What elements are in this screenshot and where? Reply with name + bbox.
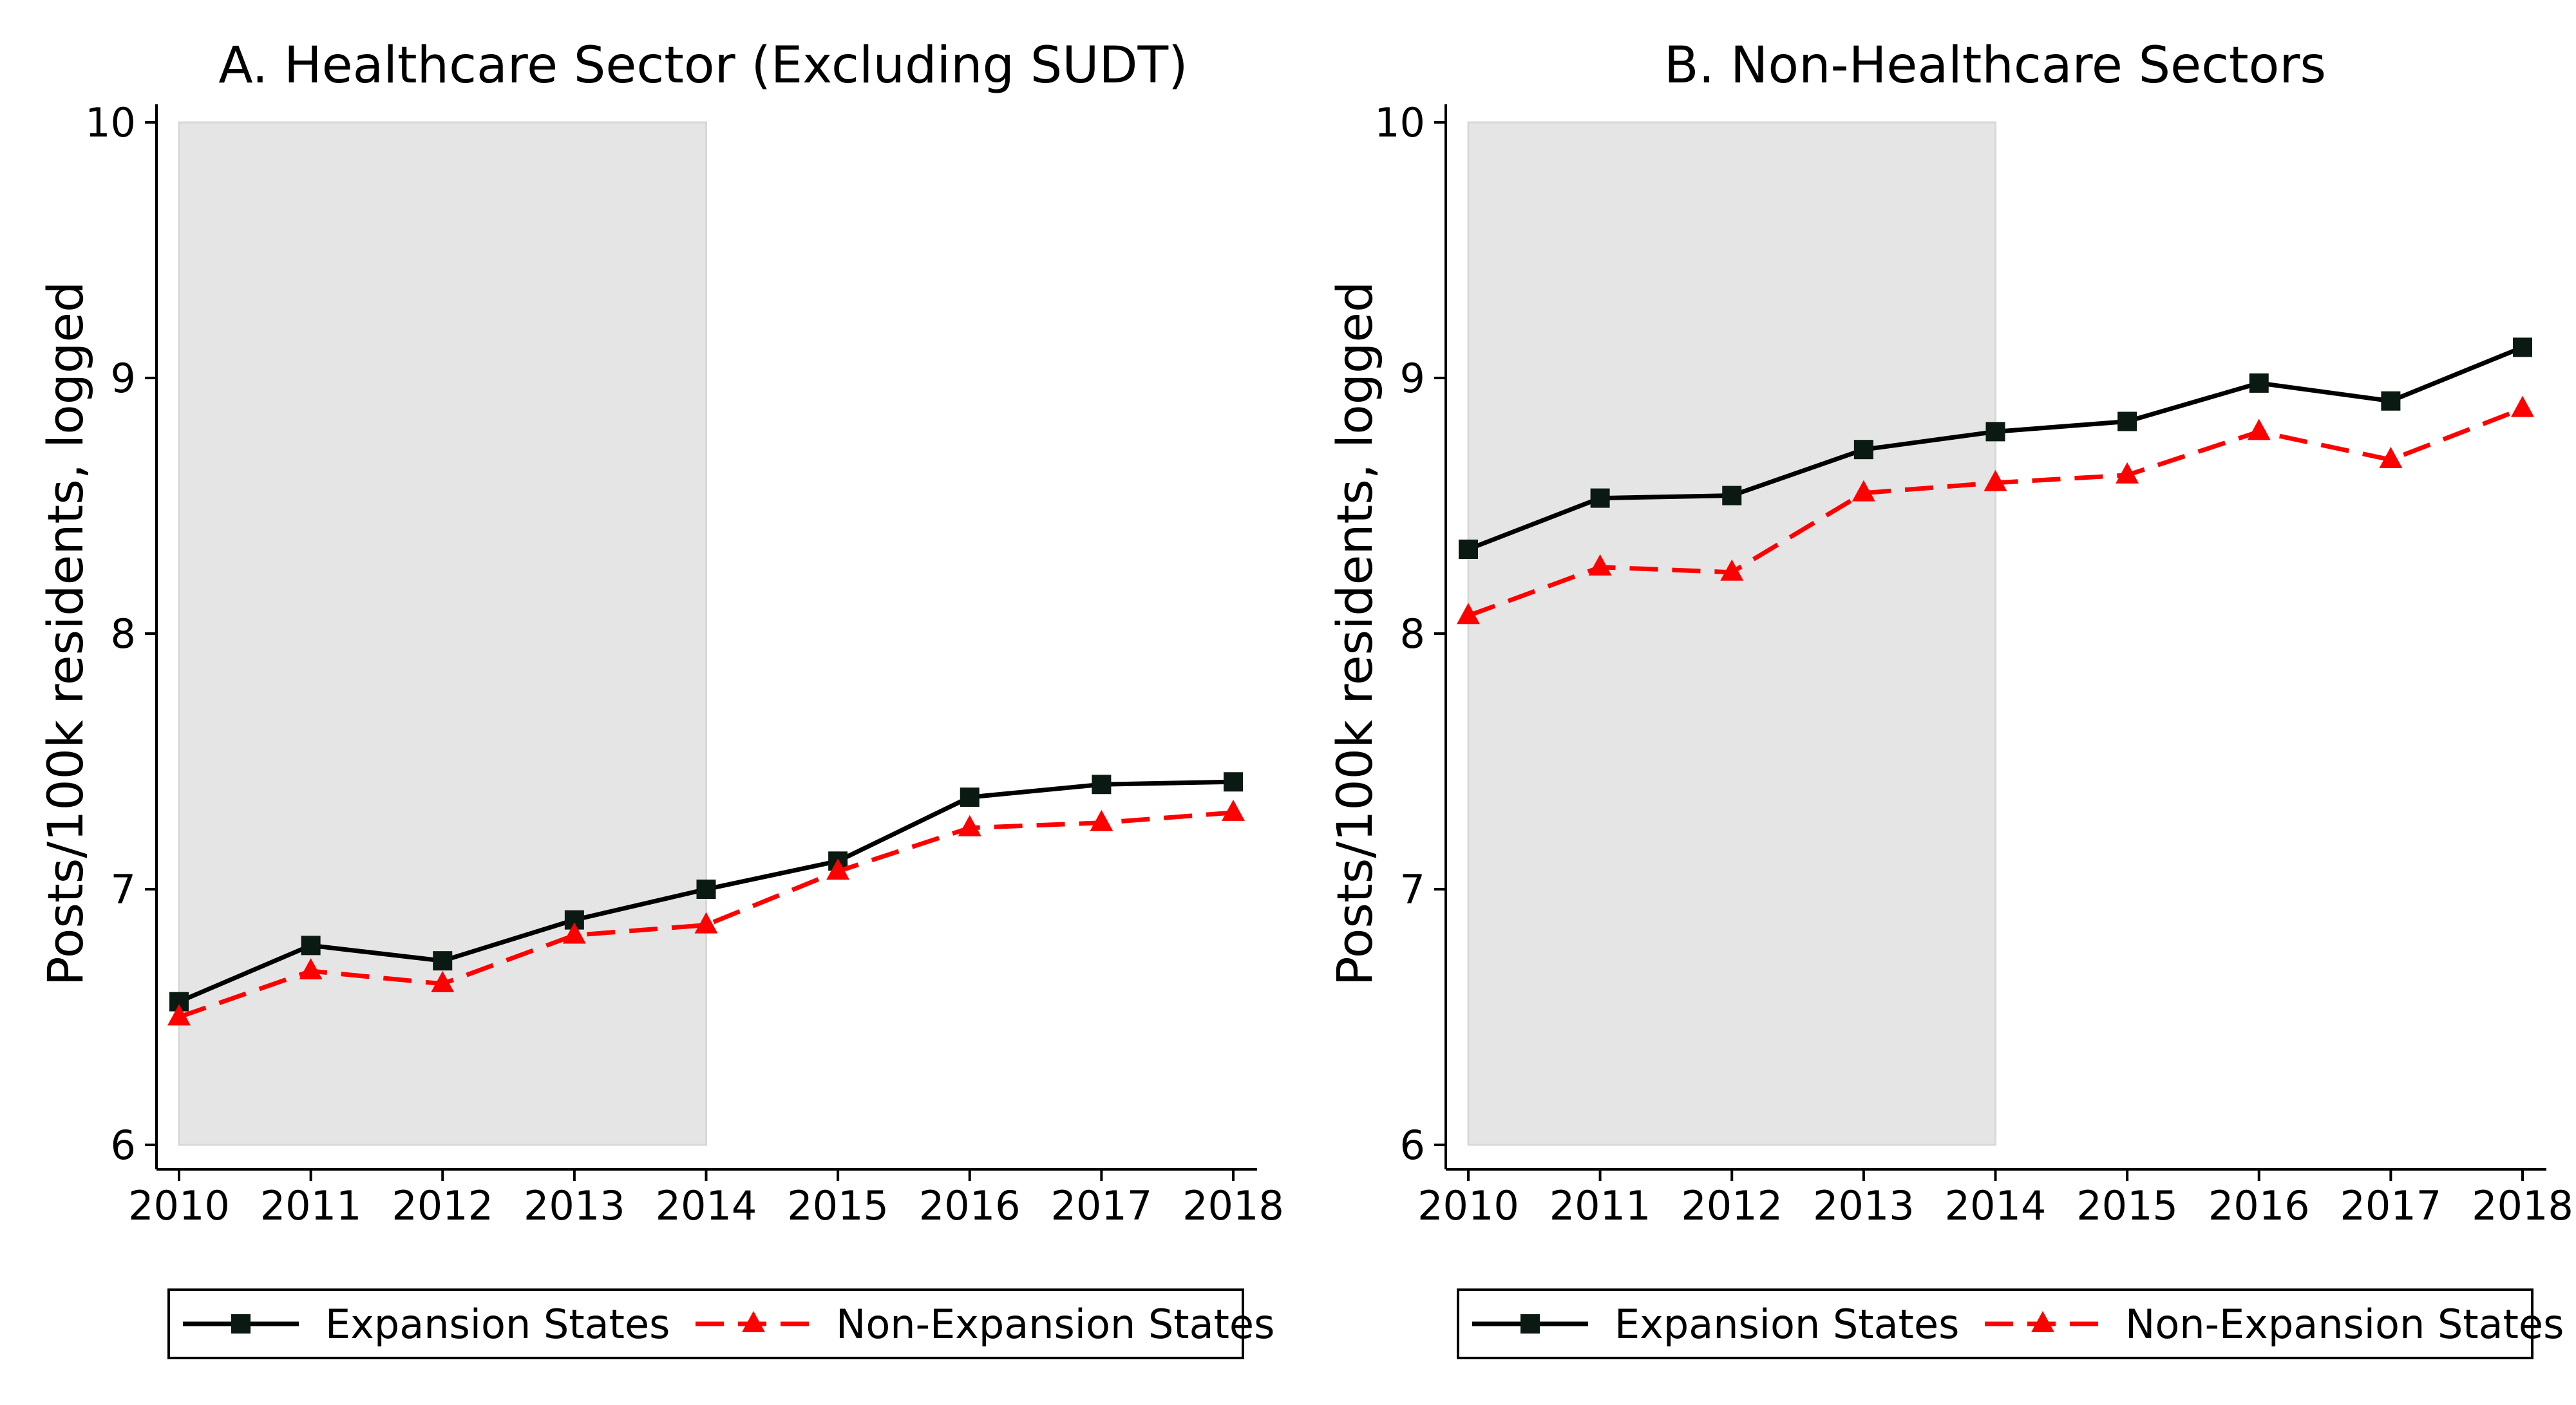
y-tick-label: 6 [111,1122,136,1169]
shaded-period [1467,121,1996,1146]
x-tick-label: 2010 [1417,1182,1519,1229]
series-non-expansion-states [167,799,1245,1026]
x-tick-label: 2013 [1813,1182,1915,1229]
data-point-triangle [2511,395,2534,417]
data-point-triangle [1720,559,1744,581]
x-tick-label: 2018 [2472,1182,2573,1229]
panel-a: A. Healthcare Sector (Excluding SUDT) Pos… [37,37,1284,1359]
legend: Expansion States Non-Expansion States [1457,1288,2564,1359]
data-point-square [1590,488,1610,508]
y-tick-label: 6 [1400,1122,1425,1169]
y-tick-label: 9 [1400,355,1425,402]
x-tick-label: 2011 [1549,1182,1651,1229]
legend-item-expansion-states: Expansion States [1472,1301,1959,1348]
y-axis-label: Posts/100k residents, logged [1326,281,1383,986]
y-tick-label: 9 [111,355,136,402]
chart-title: B. Non-Healthcare Sectors [1664,37,2326,95]
legend-marker-triangle [742,1311,765,1332]
y-tick-label: 8 [1400,610,1425,657]
data-point-square [2513,337,2532,357]
legend-label: Expansion States [1615,1301,1959,1348]
x-tick-label: 2016 [2208,1182,2310,1229]
x-tick-label: 2012 [392,1182,493,1229]
x-tick-label: 2017 [2340,1182,2441,1229]
y-tick-label: 10 [85,99,136,146]
data-point-square [2381,391,2401,411]
legend: Expansion States Non-Expansion States [167,1288,1274,1359]
y-tick-label: 10 [1374,99,1425,146]
series-expansion-states [1459,337,2532,559]
x-tick-label: 2017 [1050,1182,1152,1229]
data-point-triangle [431,970,455,992]
x-tick-label: 2013 [524,1182,625,1229]
data-point-triangle [2247,419,2271,440]
data-point-square [2249,373,2269,393]
data-point-triangle [167,1004,191,1026]
legend-item-non-expansion-states: Non-Expansion States [1985,1301,2564,1348]
data-point-triangle [694,912,718,934]
x-tick-label: 2014 [1945,1182,2047,1229]
data-point-square [960,787,980,807]
series-line [178,810,1234,1019]
data-point-triangle [1984,469,2007,491]
y-tick-label: 7 [111,866,136,913]
data-point-triangle [2379,447,2403,469]
x-tick-label: 2018 [1182,1182,1284,1229]
x-tick-label: 2016 [919,1182,1021,1229]
data-point-triangle [2116,462,2139,484]
panel-b: B. Non-Healthcare Sectors Posts/100k resi… [1326,37,2573,1359]
data-point-triangle [1457,603,1480,625]
legend-marker-square [231,1314,251,1334]
legend-item-non-expansion-states: Non-Expansion States [696,1301,1274,1348]
data-point-square [1985,422,2005,442]
x-tick-label: 2015 [787,1182,889,1229]
y-tick-label: 7 [1400,866,1425,913]
data-point-square [1722,486,1742,505]
data-point-triangle [1588,554,1612,576]
legend-label: Non-Expansion States [2125,1301,2564,1348]
data-point-square [696,880,716,899]
data-point-triangle [1852,480,1875,502]
data-point-triangle [299,958,323,980]
y-tick-label: 8 [111,610,136,657]
data-point-triangle [826,858,850,880]
x-tick-label: 2011 [260,1182,362,1229]
x-tick-label: 2012 [1681,1182,1783,1229]
legend-label: Expansion States [325,1301,670,1348]
data-point-square [1853,440,1873,460]
data-point-square [433,951,453,971]
x-tick-label: 2010 [128,1182,230,1229]
data-point-triangle [1090,809,1113,831]
series-non-expansion-states [1457,395,2534,625]
x-tick-label: 2014 [656,1182,757,1229]
legend-item-expansion-states: Expansion States [183,1301,670,1348]
data-point-square [1092,775,1112,795]
data-point-triangle [562,922,586,944]
y-axis-label: Posts/100k residents, logged [37,281,94,986]
chart-title: A. Healthcare Sector (Excluding SUDT) [218,37,1188,95]
data-point-square [1459,539,1478,559]
legend-marker-triangle [2031,1311,2054,1332]
data-point-triangle [1222,799,1245,821]
data-point-triangle [958,815,981,836]
data-point-square [2117,411,2137,431]
x-tick-label: 2015 [2076,1182,2178,1229]
data-point-square [1224,772,1243,792]
legend-marker-square [1520,1314,1540,1334]
data-point-square [301,936,321,956]
legend-label: Non-Expansion States [836,1301,1274,1348]
